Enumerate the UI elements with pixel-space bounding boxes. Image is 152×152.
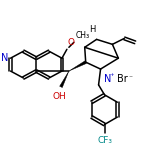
Text: CF₃: CF₃ bbox=[97, 136, 112, 145]
Text: ⁻: ⁻ bbox=[128, 73, 132, 82]
Text: OH: OH bbox=[52, 92, 66, 101]
Text: N: N bbox=[104, 74, 111, 84]
Text: O: O bbox=[68, 38, 75, 47]
Polygon shape bbox=[60, 71, 69, 88]
Text: CH₃: CH₃ bbox=[76, 31, 90, 40]
Polygon shape bbox=[69, 61, 86, 71]
Text: Br: Br bbox=[117, 74, 128, 84]
Text: H: H bbox=[89, 25, 96, 35]
Text: ⁺: ⁺ bbox=[109, 72, 114, 81]
Text: N: N bbox=[1, 53, 9, 63]
